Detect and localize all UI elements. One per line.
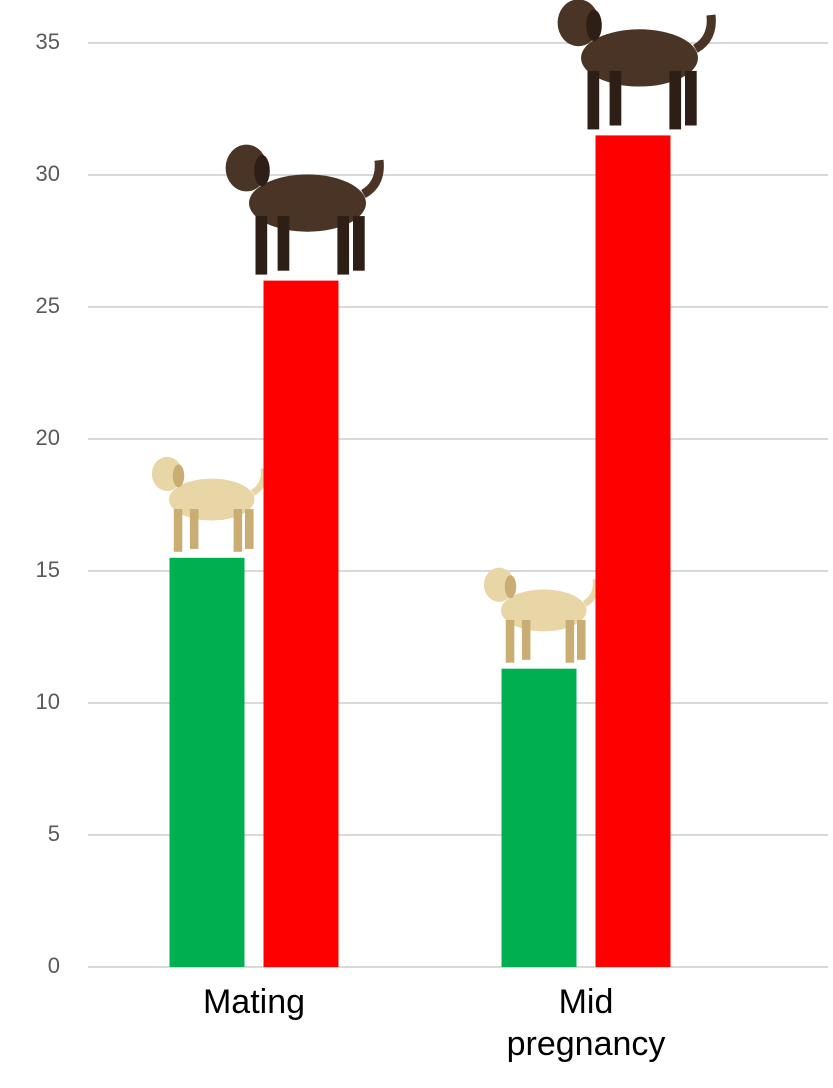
y-tick-label: 30 xyxy=(36,161,60,186)
bar xyxy=(596,135,671,967)
dog-leg xyxy=(522,620,531,660)
dog-leg xyxy=(337,216,349,275)
dog-leg xyxy=(278,216,290,271)
dog-leg xyxy=(566,620,575,663)
dog-leg xyxy=(245,509,254,549)
dog-leg xyxy=(610,71,622,126)
dog-leg xyxy=(588,71,600,130)
y-tick-label: 0 xyxy=(48,953,60,978)
dog-icon xyxy=(484,568,596,663)
dog-leg xyxy=(669,71,681,130)
chart: 0 5 10 15 20 25 30 35 xyxy=(0,0,833,1088)
y-tick-label: 10 xyxy=(36,689,60,714)
y-tick-label: 15 xyxy=(36,557,60,582)
dog-tail xyxy=(363,160,379,194)
dog-tail xyxy=(585,579,597,604)
page: {"chart_data": {"type": "bar", "categori… xyxy=(0,0,833,1088)
dog-ear xyxy=(254,155,270,186)
dog-ear xyxy=(173,464,184,487)
y-tick-label: 5 xyxy=(48,821,60,846)
dog-leg xyxy=(577,620,586,660)
y-tick-label: 25 xyxy=(36,293,60,318)
dog-leg xyxy=(174,509,183,552)
dog-tail xyxy=(253,468,265,493)
bar xyxy=(170,558,245,967)
dog-ear xyxy=(586,10,602,41)
dog-leg xyxy=(353,216,365,271)
dog-icon xyxy=(226,145,380,275)
y-tick-label: 20 xyxy=(36,425,60,450)
y-tick-label: 35 xyxy=(36,29,60,54)
dog-leg xyxy=(190,509,199,549)
bar xyxy=(502,669,577,967)
dog-leg xyxy=(234,509,243,552)
x-tick-label: Mid pregnancy xyxy=(501,981,671,1065)
dog-leg xyxy=(506,620,515,663)
dog-ear xyxy=(505,575,516,598)
dog-icon xyxy=(558,0,712,129)
dog-leg xyxy=(685,71,697,126)
x-tick-label: Mating xyxy=(169,981,339,1023)
dog-leg xyxy=(256,216,268,275)
bar xyxy=(264,281,339,967)
dog-icon xyxy=(152,457,264,552)
